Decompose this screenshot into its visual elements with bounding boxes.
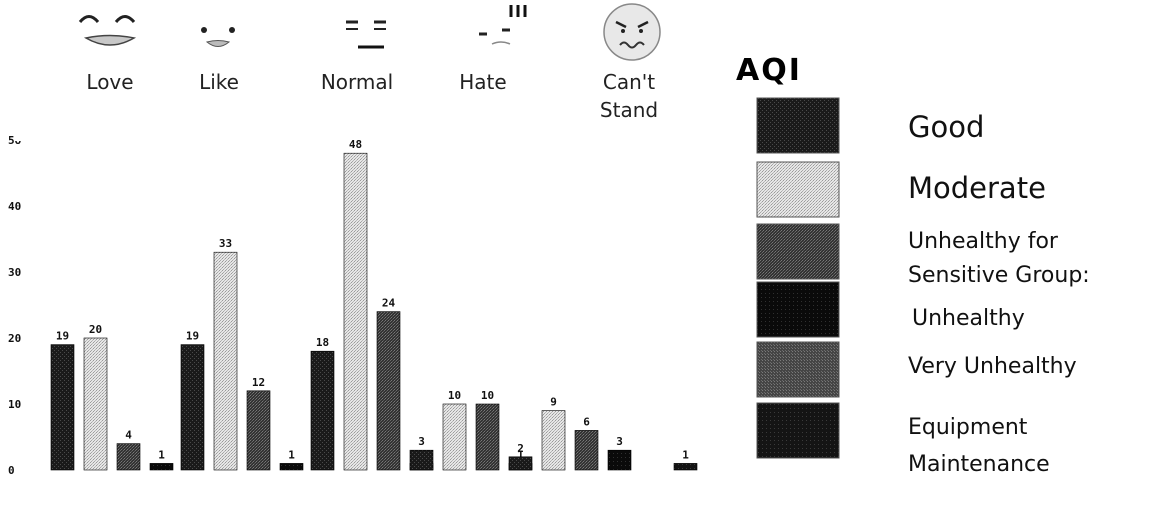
bar-moderate xyxy=(213,251,238,471)
legend-label: Maintenance xyxy=(908,452,1050,477)
y-tick-label: 20 xyxy=(8,332,21,345)
bar-value-label: 20 xyxy=(89,323,102,336)
neutral-face-icon xyxy=(346,20,386,49)
happy-face-icon xyxy=(201,27,235,47)
angry-face-icon xyxy=(603,3,661,61)
legend-swatch xyxy=(756,341,840,398)
legend-swatch xyxy=(756,281,840,338)
y-tick-label: 30 xyxy=(8,266,21,279)
category-label: Stand xyxy=(600,98,658,122)
bar-moderate xyxy=(83,337,108,471)
bar-value-label: 19 xyxy=(56,330,69,343)
bar-good xyxy=(508,456,533,471)
legend-swatch xyxy=(756,402,840,459)
bar-value-label: 9 xyxy=(550,396,557,409)
bar-unhealthy-for-sensitive-groups xyxy=(246,390,271,471)
bar-value-label: 12 xyxy=(252,376,265,389)
bar-unhealthy-for-sensitive-groups xyxy=(116,443,141,471)
bar-equipment-maintenance xyxy=(673,463,698,471)
bar-value-label: 3 xyxy=(418,435,425,448)
legend: AQI Good Moderate Unhealthy for Sensitive Gr… xyxy=(736,53,1090,477)
bars: 1920411933121184824131010129631 xyxy=(50,138,698,471)
bar-good xyxy=(310,350,335,471)
legend-title: AQI xyxy=(736,53,802,88)
annoyed-face-icon xyxy=(479,5,527,45)
legend-swatch xyxy=(756,97,840,154)
bar-value-label: 1 xyxy=(517,448,524,461)
legend-label: Unhealthy for xyxy=(908,229,1059,254)
bar-value-label: 2 xyxy=(517,442,524,455)
legend-swatch xyxy=(756,161,840,218)
legend-label: Very Unhealthy xyxy=(908,354,1077,379)
bar-unhealthy-for-sensitive-groups xyxy=(475,403,500,471)
bar-value-label: 24 xyxy=(382,297,396,310)
face-icons xyxy=(78,3,661,61)
bar-value-label: 48 xyxy=(349,138,362,151)
bar-unhealthy xyxy=(607,449,632,471)
legend-label: Moderate xyxy=(908,171,1046,205)
bar-value-label: 10 xyxy=(448,389,461,402)
y-axis: 0 10 20 30 40 5ᴗ xyxy=(8,134,22,477)
bar-moderate xyxy=(442,403,467,471)
bar-value-label: 1 xyxy=(158,448,165,461)
category-label: Like xyxy=(199,70,239,94)
bar-good xyxy=(409,449,434,471)
bar-unhealthy-for-sensitive-groups xyxy=(376,311,401,471)
legend-label: Good xyxy=(908,110,984,144)
bar-moderate xyxy=(541,410,566,471)
bar-value-label: 1 xyxy=(288,448,295,461)
category-label: Hate xyxy=(459,70,506,94)
bar-good xyxy=(180,344,205,471)
y-tick-label: 0 xyxy=(8,464,15,477)
bar-value-label: 18 xyxy=(316,336,329,349)
bar-good xyxy=(50,344,75,471)
category-labels: Love Like Normal Hate Can't Stand xyxy=(86,70,658,122)
smiling-face-icon xyxy=(78,15,137,46)
bar-unhealthy xyxy=(279,463,304,471)
bar-value-label: 10 xyxy=(481,389,494,402)
bar-unhealthy xyxy=(149,463,174,471)
bar-value-label: 19 xyxy=(186,330,199,343)
category-label: Normal xyxy=(321,70,393,94)
bar-moderate xyxy=(343,152,368,471)
category-label: Love xyxy=(86,70,133,94)
legend-label: Equipment xyxy=(908,415,1028,440)
legend-swatch xyxy=(756,223,840,280)
bar-value-label: 1 xyxy=(682,448,689,461)
category-label: Can't xyxy=(603,70,655,94)
y-tick-label: 40 xyxy=(8,200,21,213)
bar-value-label: 6 xyxy=(583,415,590,428)
bar-value-label: 4 xyxy=(125,429,132,442)
bar-unhealthy-for-sensitive-groups xyxy=(574,430,599,471)
y-tick-label: 10 xyxy=(8,398,21,411)
legend-label: Sensitive Group: xyxy=(908,263,1090,288)
legend-label: Unhealthy xyxy=(912,306,1025,331)
y-tick-label: 5ᴗ xyxy=(8,134,22,147)
bar-value-label: 3 xyxy=(616,435,623,448)
bar-value-label: 33 xyxy=(219,237,232,250)
